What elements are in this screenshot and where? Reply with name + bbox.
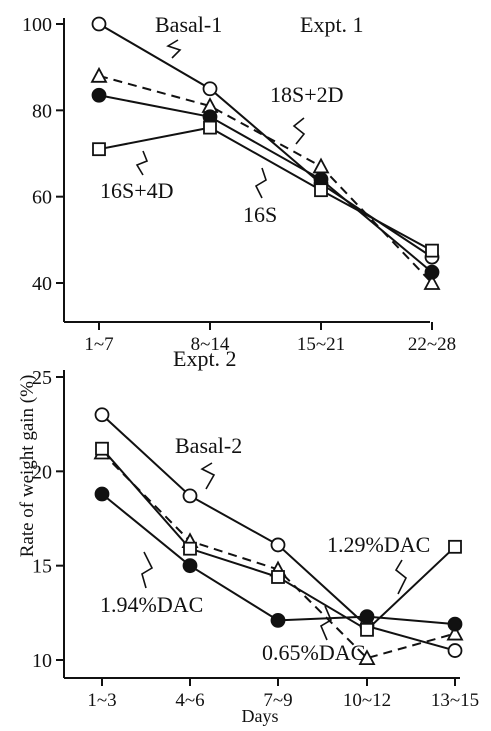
data-point: [92, 142, 106, 157]
data-point: [270, 537, 286, 553]
y-tick-label: 80: [32, 100, 52, 122]
data-point: [425, 243, 439, 258]
expt2-title: Expt. 2: [173, 346, 237, 371]
data-point: [314, 183, 328, 198]
y-tick-label: 100: [22, 14, 52, 36]
x-tick-label: 1~7: [84, 334, 113, 355]
expt2-x-ticks: 1~3 4~6 7~9 10~12 13~15: [87, 678, 479, 711]
expt1-pointer-16s4d: [135, 150, 149, 176]
expt1-x-ticks: 1~7 8~14 15~21 22~28: [84, 322, 456, 355]
data-point: [91, 16, 107, 32]
expt1-pointer-basal-1: [166, 39, 182, 59]
series-line: [98, 94, 433, 273]
data-point: [182, 488, 198, 504]
y-axis-label: Rate of weight gain (%): [17, 375, 38, 558]
expt2-label-194dac: 1.94%DAC: [100, 592, 203, 617]
data-point: [447, 643, 463, 658]
expt1-label-16s4d: 16S+4D: [100, 178, 174, 203]
data-point: [358, 649, 376, 666]
data-point: [424, 264, 440, 280]
data-point: [203, 120, 217, 135]
expt1-label-16s: 16S: [243, 202, 277, 227]
expt2-series: [93, 407, 464, 666]
expt1-pointer-18s2d: [292, 117, 306, 145]
data-point: [94, 486, 110, 502]
expt1-label-18s2d: 18S+2D: [270, 82, 344, 107]
data-point: [447, 616, 463, 632]
expt1-series: [90, 16, 441, 290]
expt2-label-basal-2: Basal-2: [175, 433, 242, 458]
data-point: [183, 541, 197, 556]
expt2-label-129dac: 1.29%DAC: [327, 532, 430, 557]
series-16s-4d: [92, 120, 439, 258]
data-point: [360, 622, 374, 637]
expt2-y-ticks: 25 20 15 10: [32, 367, 64, 672]
expt1-axes: [63, 18, 430, 323]
x-tick-label: 15~21: [297, 334, 345, 355]
series-1-29-dac: [95, 441, 462, 637]
data-point: [448, 539, 462, 554]
x-tick-label: 10~12: [343, 690, 391, 711]
data-point: [271, 570, 285, 584]
series-unlabeled-2: [91, 87, 440, 280]
y-tick-label: 25: [32, 367, 52, 389]
data-point: [202, 81, 218, 97]
data-point: [423, 274, 441, 290]
data-point: [312, 157, 330, 174]
data-point: [90, 66, 108, 83]
expt2-axes: [63, 370, 460, 679]
data-point: [182, 558, 198, 574]
x-tick-label: 4~6: [175, 690, 204, 711]
expt1-title: Expt. 1: [300, 12, 364, 37]
data-point: [94, 407, 110, 423]
y-tick-label: 40: [32, 273, 52, 295]
expt2-pointer-194dac: [141, 551, 154, 589]
series-1-94-dac: [94, 486, 463, 632]
expt1-pointer-16s: [254, 167, 267, 199]
expt2-label-065dac: 0.65%DAC: [262, 640, 365, 665]
expt2-pointer-129dac: [394, 559, 408, 595]
data-point: [270, 612, 286, 628]
expt2-pointer-065dac: [319, 605, 333, 641]
y-tick-label: 20: [32, 461, 52, 483]
x-tick-label: 1~3: [87, 690, 116, 711]
expt1-label-basal-1: Basal-1: [155, 12, 222, 37]
x-tick-label: 13~15: [431, 690, 479, 711]
data-point: [91, 87, 107, 103]
series-line: [98, 126, 433, 252]
data-point: [446, 624, 464, 641]
data-point: [359, 609, 375, 625]
y-tick-label: 60: [32, 187, 52, 209]
expt2-pointer-basal-2: [200, 462, 216, 490]
x-tick-label: 8~14: [191, 334, 230, 355]
x-tick-label: 7~9: [263, 690, 292, 711]
expt1-y-ticks: 100 80 60 40: [22, 14, 64, 295]
y-tick-label: 10: [32, 650, 52, 672]
y-tick-label: 15: [32, 556, 52, 578]
x-tick-label: 22~28: [408, 334, 456, 355]
x-axis-label: Days: [242, 706, 279, 726]
data-point: [95, 441, 109, 456]
